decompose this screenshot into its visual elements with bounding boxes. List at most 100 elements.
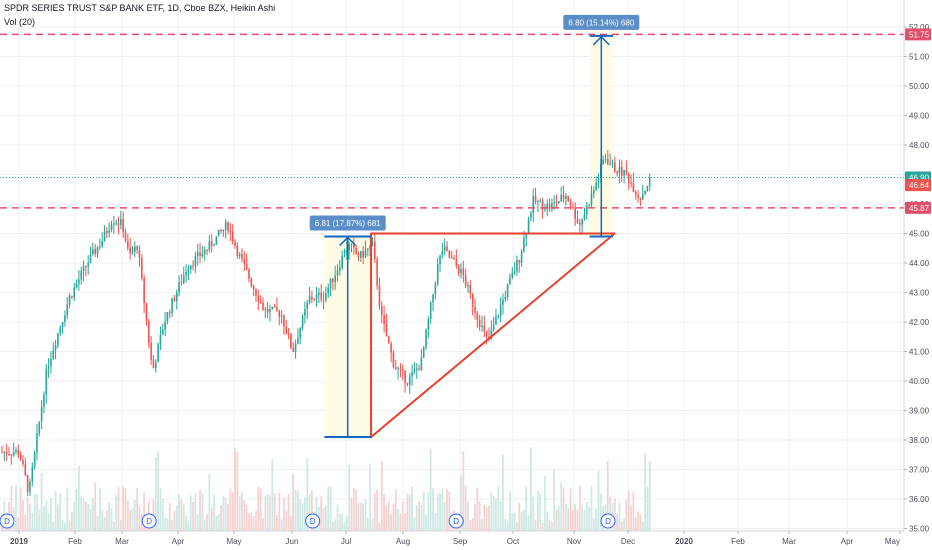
volume-bar <box>192 502 194 531</box>
candle-body <box>427 318 430 330</box>
volume-bar <box>443 502 446 531</box>
candle-body <box>276 307 278 311</box>
volume-bar <box>129 510 132 531</box>
candle-body <box>85 266 87 268</box>
volume-bar <box>208 473 211 531</box>
volume-bar <box>588 507 591 531</box>
candle-body <box>318 292 320 295</box>
candle-body <box>392 352 395 368</box>
candle-body <box>210 241 213 247</box>
candle-body <box>467 285 469 287</box>
volume-bar <box>618 502 621 531</box>
candle-body <box>124 231 127 241</box>
volume-bar <box>564 503 567 531</box>
ascending-triangle[interactable] <box>370 232 616 439</box>
measurement-tools[interactable]: 6.81 (17.87%) 681 6.80 (15.14%) 680 <box>309 14 640 439</box>
candle-body <box>520 251 523 263</box>
candle-body <box>73 287 76 298</box>
volume-bar <box>292 474 295 531</box>
volume-bar <box>203 519 206 531</box>
volume-bar <box>110 508 113 531</box>
volume-bar <box>422 491 425 531</box>
volume-bar <box>243 500 246 531</box>
candle-body <box>579 222 581 225</box>
time-tick-label: 2019 <box>10 537 28 546</box>
volume-bar <box>439 493 441 531</box>
candle-body <box>646 186 649 192</box>
candle-body <box>504 297 507 300</box>
volume-bar <box>229 489 232 531</box>
volume-indicator-label[interactable]: Vol (20) <box>4 17 36 27</box>
volume-bar <box>29 504 31 531</box>
dividend-marker[interactable]: D <box>141 513 157 529</box>
volume-bar <box>138 506 141 531</box>
candle-body <box>115 223 117 225</box>
volume-bar <box>33 493 36 531</box>
horizontal-levels[interactable] <box>0 33 904 209</box>
candle-body <box>387 336 390 344</box>
volume-bar <box>644 453 646 531</box>
candle-body <box>371 241 374 246</box>
candle-body <box>595 182 597 190</box>
volume-bar <box>401 500 404 531</box>
dividend-marker[interactable]: D <box>0 513 15 529</box>
volume-bar <box>525 486 528 531</box>
dividend-marker-label: D <box>4 517 10 526</box>
volume-bar <box>224 497 227 531</box>
candle-body <box>539 200 542 202</box>
measure-tool-1[interactable]: 6.81 (17.87%) 681 <box>309 215 386 439</box>
candle-body <box>187 269 190 273</box>
volume-bar <box>171 519 173 531</box>
candle-body <box>5 451 8 455</box>
candle-body <box>101 240 103 247</box>
candle-body <box>304 309 306 316</box>
measure-tool-2[interactable]: 6.80 (15.14%) 680 <box>563 14 640 238</box>
volume-bar <box>441 488 444 531</box>
candle-body <box>22 460 24 465</box>
volume-bar <box>115 495 118 531</box>
volume-bar <box>241 492 243 531</box>
time-tick-label: Mar <box>115 537 129 546</box>
dividend-marker[interactable]: D <box>448 513 464 529</box>
volume-bar <box>574 503 577 531</box>
time-tick-label: Jul <box>341 537 351 546</box>
candle-body <box>66 304 69 316</box>
volume-bar <box>499 501 502 531</box>
volume-bar <box>26 497 29 531</box>
price-tick-label: 41.00 <box>909 348 930 357</box>
candle-body <box>565 196 567 199</box>
dividend-marker[interactable]: D <box>305 513 321 529</box>
volume-bar <box>350 497 353 531</box>
volume-bar <box>553 469 556 531</box>
candle-body <box>560 195 562 201</box>
candle-body <box>222 229 225 232</box>
volume-bar <box>80 496 83 531</box>
candle-body <box>499 304 502 316</box>
candle-body <box>36 433 38 452</box>
volume-bar <box>548 520 551 531</box>
volume-bar <box>126 500 129 531</box>
volume-bar <box>178 494 180 531</box>
candle-body <box>511 273 514 278</box>
volume-bar <box>175 505 178 531</box>
candle-body <box>269 308 271 313</box>
time-tick-label: May <box>226 537 241 546</box>
candle-body <box>248 269 250 279</box>
candle-body <box>634 192 637 195</box>
volume-bar <box>376 489 379 531</box>
volume-bar <box>271 458 274 531</box>
volume-bar <box>543 475 546 531</box>
volume-bar <box>585 501 588 531</box>
volume-bar <box>495 498 497 531</box>
price-tag: 51.75 <box>905 28 931 41</box>
volume-bar <box>546 511 549 531</box>
time-tick-label: May <box>885 537 900 546</box>
price-tag-label: 45.87 <box>909 204 930 213</box>
volume-bar <box>222 496 225 531</box>
dividend-marker[interactable]: D <box>600 513 616 529</box>
candle-body <box>122 219 124 232</box>
volume-bar <box>54 490 57 531</box>
volume-bar <box>187 520 190 531</box>
